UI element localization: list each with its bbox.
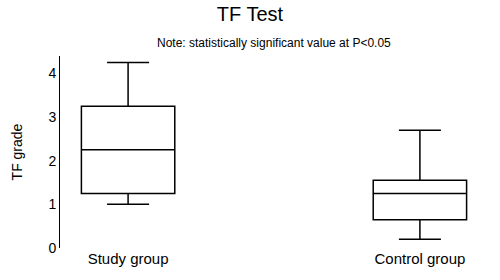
- svg-text:2: 2: [48, 153, 56, 169]
- svg-text:TF Test: TF Test: [217, 3, 284, 25]
- svg-text:Study group: Study group: [88, 250, 169, 267]
- svg-text:Note: statistically significan: Note: statistically significant value at…: [157, 36, 391, 50]
- svg-text:4: 4: [48, 65, 56, 81]
- svg-text:1: 1: [48, 196, 56, 212]
- svg-text:3: 3: [48, 109, 56, 125]
- svg-text:TF grade: TF grade: [9, 123, 25, 180]
- svg-text:0: 0: [48, 240, 56, 256]
- svg-text:Control group: Control group: [374, 250, 465, 267]
